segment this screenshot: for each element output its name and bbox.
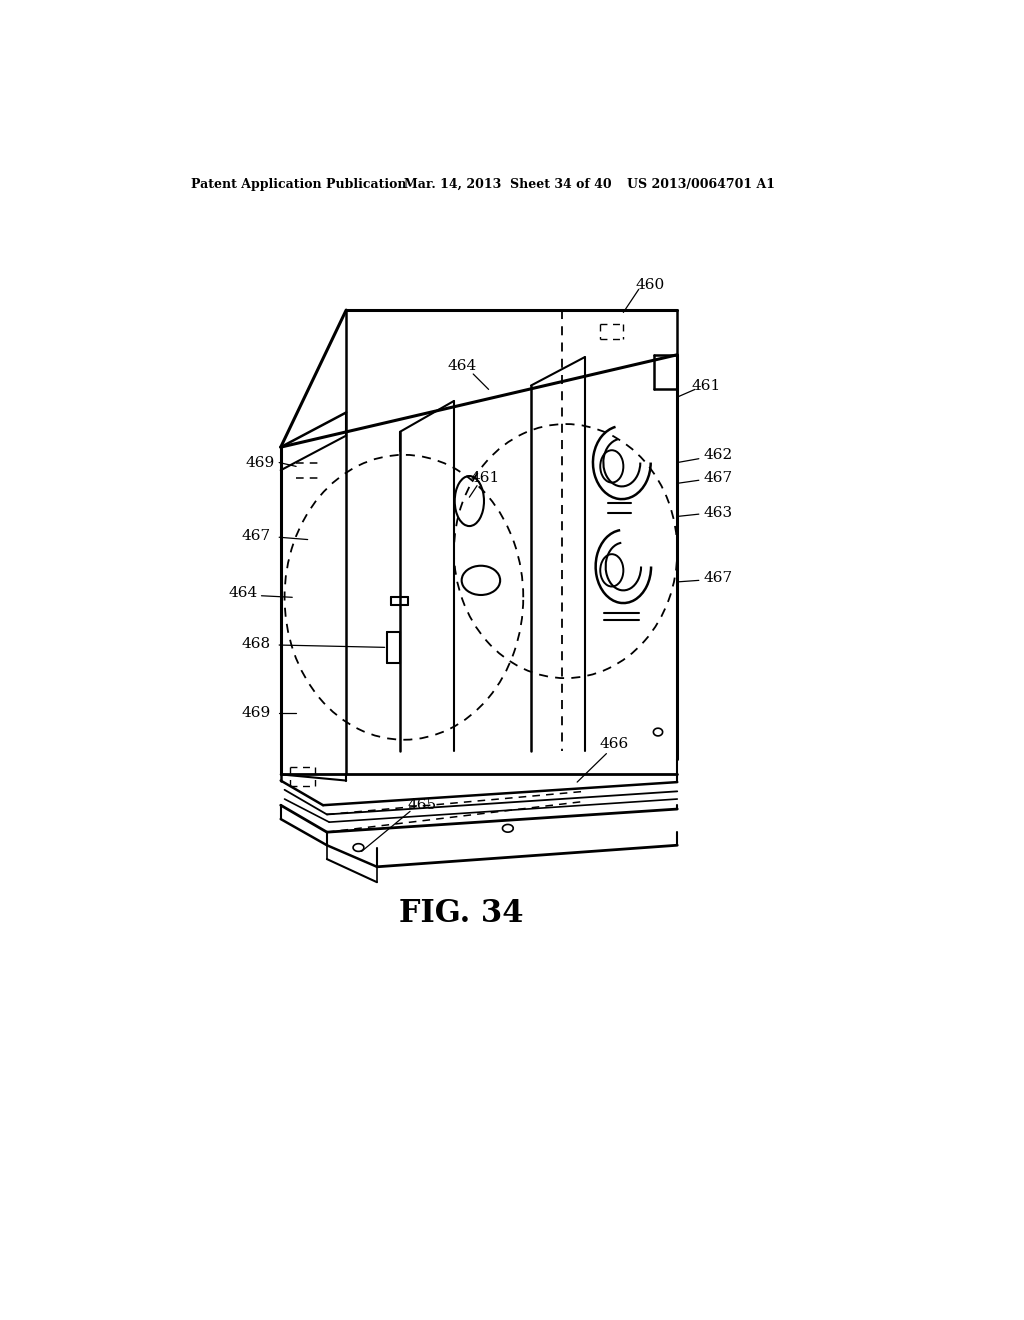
Text: 466: 466 (599, 737, 629, 751)
Text: 463: 463 (703, 506, 732, 520)
Text: 469: 469 (242, 706, 270, 719)
Text: 461: 461 (470, 471, 500, 484)
Text: 469: 469 (246, 455, 274, 470)
Text: FIG. 34: FIG. 34 (399, 898, 524, 928)
Text: Mar. 14, 2013  Sheet 34 of 40: Mar. 14, 2013 Sheet 34 of 40 (403, 178, 611, 190)
Text: Patent Application Publication: Patent Application Publication (190, 178, 407, 190)
Text: 464: 464 (447, 359, 476, 374)
Text: 462: 462 (703, 447, 733, 462)
Text: 467: 467 (242, 529, 270, 543)
Text: 467: 467 (703, 572, 732, 585)
Text: 460: 460 (636, 279, 665, 293)
Text: US 2013/0064701 A1: US 2013/0064701 A1 (628, 178, 775, 190)
Text: 461: 461 (692, 379, 721, 392)
Text: 465: 465 (408, 799, 436, 812)
Text: 467: 467 (703, 471, 732, 484)
Text: 468: 468 (242, 636, 270, 651)
Text: 464: 464 (228, 586, 258, 601)
